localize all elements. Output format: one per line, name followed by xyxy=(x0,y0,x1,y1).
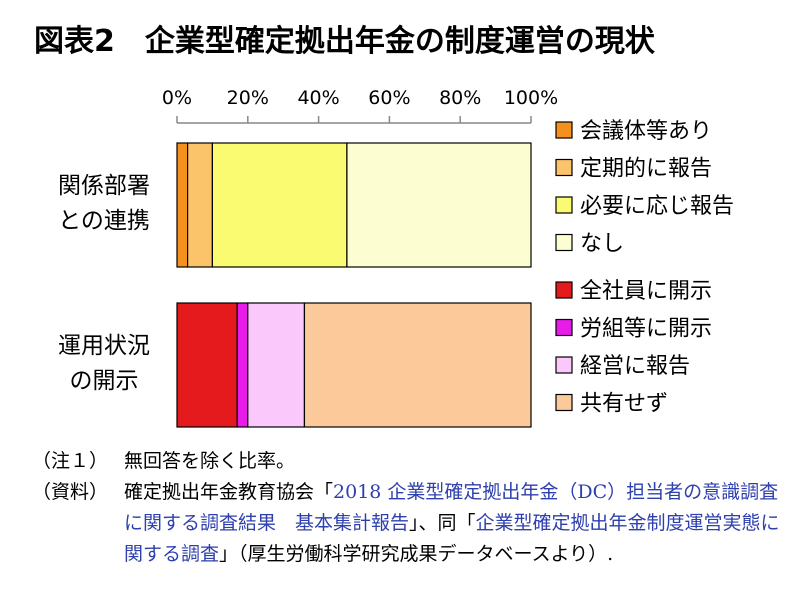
x-axis: 0% 20% 40% 60% 80% 100% xyxy=(162,87,558,124)
legend-label: 会議体等あり xyxy=(580,119,712,144)
bar-segment xyxy=(187,142,213,268)
legend-swatch xyxy=(555,393,573,412)
legend-label: 共有せず xyxy=(580,392,668,417)
bar-segment xyxy=(176,302,238,428)
x-tick-label: 100% xyxy=(504,87,558,109)
legend-swatch xyxy=(555,158,573,177)
bar-segment xyxy=(211,142,348,268)
x-tick-label: 40% xyxy=(297,87,339,109)
bar-segment xyxy=(346,142,532,268)
legend-swatch xyxy=(555,233,573,252)
bar-segment xyxy=(303,302,532,428)
legend-swatch xyxy=(555,121,573,139)
legend-swatch xyxy=(555,196,573,214)
legend-label: 労組等に開示 xyxy=(580,317,712,342)
bar-segment xyxy=(176,142,189,268)
notes: （注１） 無回答を除く比率。 （資料） 確定拠出年金教育協会「2018 企業型確… xyxy=(32,446,792,570)
legend-label: 経営に報告 xyxy=(580,354,690,379)
category-label: 運用状況 xyxy=(58,333,150,359)
source-part-1: 確定拠出年金教育協会「 xyxy=(124,481,334,503)
x-tick-label: 80% xyxy=(439,87,481,109)
bar-segment xyxy=(247,302,306,428)
legend-swatch xyxy=(555,281,573,299)
category-label: 関係部署 xyxy=(58,173,150,199)
legend-label: 定期的に報告 xyxy=(580,157,712,182)
chart-title: 図表2 企業型確定拠出年金の制度運営の現状 xyxy=(34,24,655,59)
legend-label: 全社員に開示 xyxy=(580,279,712,304)
legend-swatch xyxy=(555,318,573,337)
category-label: の開示 xyxy=(70,368,139,394)
legend-swatch xyxy=(555,356,573,374)
x-tick-label: 60% xyxy=(368,87,410,109)
source-text: 確定拠出年金教育協会「2018 企業型確定拠出年金（DC）担当者の意識調査に関す… xyxy=(124,477,792,570)
note-1-text: 無回答を除く比率。 xyxy=(124,450,296,472)
category-label: との連携 xyxy=(58,208,150,234)
x-tick-label: 0% xyxy=(162,87,192,109)
source-title-1: 2018 企業型確定拠出年金（DC）担当者の意識調査に関する調査結果 基本集計報… xyxy=(124,481,779,534)
legend: 会議体等あり定期的に報告必要に応じ報告なし全社員に開示労組等に開示経営に報告共有… xyxy=(555,119,734,417)
source-note: （資料） 確定拠出年金教育協会「2018 企業型確定拠出年金（DC）担当者の意識… xyxy=(32,477,792,570)
source-part-3: 」、同「 xyxy=(409,512,476,534)
note-1-label: （注１） xyxy=(32,450,109,472)
bar-segment xyxy=(236,302,249,428)
note-1: （注１） 無回答を除く比率。 xyxy=(32,446,792,477)
legend-label: 必要に応じ報告 xyxy=(580,194,734,219)
legend-label: なし xyxy=(580,232,624,257)
source-label: （資料） xyxy=(32,481,109,503)
source-part-5: 」（厚生労働科学研究成果データベースより）. xyxy=(219,543,614,565)
x-tick-label: 20% xyxy=(227,87,269,109)
source-title-2: 企業型確定拠出年金制度運営実態に関する調査 xyxy=(124,512,780,565)
bars-group xyxy=(176,142,532,428)
